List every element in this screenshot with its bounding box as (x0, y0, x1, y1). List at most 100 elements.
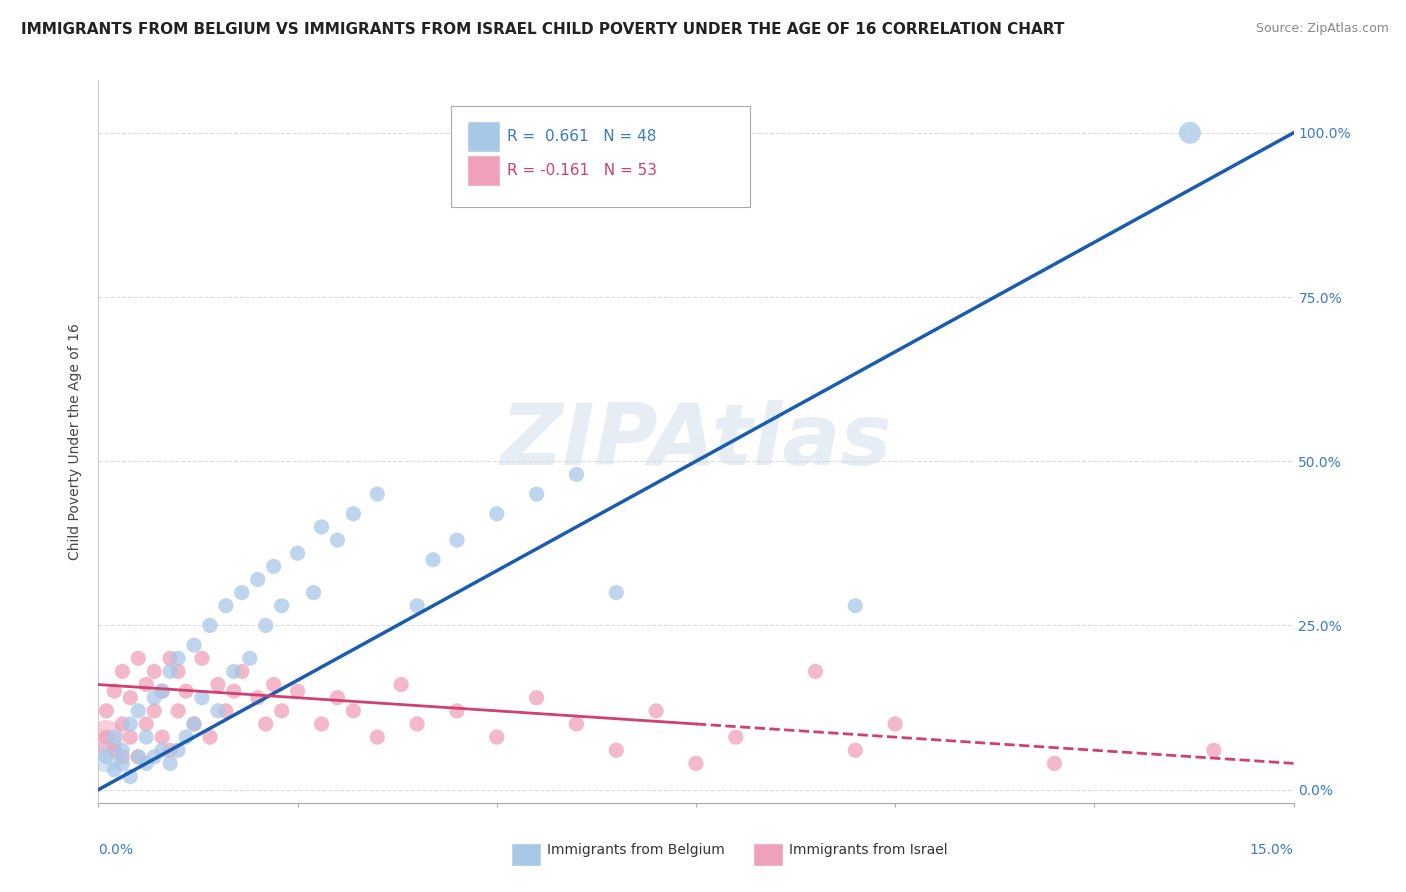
Point (135, 730, 157, 744)
Point (605, 585, 627, 599)
Point (120, 717, 142, 731)
Point (645, 704, 668, 718)
Text: Immigrants from Israel: Immigrants from Israel (789, 843, 948, 856)
Point (389, 677, 412, 691)
Point (103, 763, 125, 777)
Point (111, 756, 134, 771)
Point (302, 585, 325, 599)
Point (159, 665, 181, 679)
Point (215, 599, 238, 613)
Point (96, 749, 118, 764)
Y-axis label: Child Poverty Under the Age of 16: Child Poverty Under the Age of 16 (69, 323, 83, 560)
Point (174, 730, 197, 744)
Point (215, 704, 238, 718)
Point (127, 704, 149, 718)
Point (127, 749, 149, 764)
Point (270, 599, 292, 613)
Point (231, 585, 253, 599)
Point (1043, 756, 1066, 771)
Point (326, 533, 349, 547)
Point (844, 599, 866, 613)
Point (246, 573, 269, 587)
Point (150, 743, 173, 757)
Point (191, 690, 214, 705)
Point (565, 717, 588, 731)
Point (135, 717, 157, 731)
Point (254, 717, 277, 731)
Point (183, 638, 205, 652)
Point (207, 677, 229, 691)
Point (263, 677, 285, 691)
Point (326, 690, 349, 705)
Point (270, 704, 292, 718)
Point (159, 651, 181, 665)
Point (422, 553, 444, 567)
Point (254, 618, 277, 632)
Point (143, 749, 166, 764)
Point (167, 743, 190, 757)
Point (198, 730, 221, 744)
Text: 15.0%: 15.0% (1250, 843, 1294, 856)
Point (565, 467, 588, 482)
Text: Immigrants from Belgium: Immigrants from Belgium (547, 843, 724, 856)
Point (207, 704, 229, 718)
Point (120, 730, 142, 744)
Point (342, 507, 364, 521)
Point (174, 684, 197, 698)
Point (526, 487, 548, 501)
Point (446, 533, 468, 547)
Text: IMMIGRANTS FROM BELGIUM VS IMMIGRANTS FROM ISRAEL CHILD POVERTY UNDER THE AGE OF: IMMIGRANTS FROM BELGIUM VS IMMIGRANTS FR… (21, 22, 1064, 37)
Point (311, 520, 333, 534)
Point (150, 684, 173, 698)
Point (183, 717, 205, 731)
Point (198, 618, 221, 632)
Point (287, 684, 309, 698)
Point (135, 756, 157, 771)
Text: R =  0.661   N = 48: R = 0.661 N = 48 (508, 129, 657, 145)
Point (366, 487, 388, 501)
Point (485, 507, 508, 521)
Point (844, 743, 866, 757)
Point (366, 730, 388, 744)
Point (406, 599, 429, 613)
FancyBboxPatch shape (754, 843, 783, 866)
Point (222, 684, 245, 698)
Text: R = -0.161   N = 53: R = -0.161 N = 53 (508, 163, 657, 178)
Point (96, 704, 118, 718)
Point (111, 749, 134, 764)
Point (127, 651, 149, 665)
Point (111, 717, 134, 731)
Point (167, 665, 190, 679)
Point (111, 743, 134, 757)
Point (287, 546, 309, 560)
Point (143, 704, 166, 718)
Point (111, 665, 134, 679)
Text: ZIPAtlas: ZIPAtlas (501, 400, 891, 483)
Point (1178, 126, 1201, 140)
Point (135, 677, 157, 691)
Point (159, 756, 181, 771)
Point (103, 684, 125, 698)
Point (724, 730, 747, 744)
FancyBboxPatch shape (451, 105, 749, 207)
FancyBboxPatch shape (467, 155, 501, 186)
Point (246, 690, 269, 705)
Point (804, 665, 827, 679)
Point (231, 665, 253, 679)
Point (526, 690, 548, 705)
Point (222, 665, 245, 679)
Point (96, 730, 118, 744)
Point (120, 770, 142, 784)
Point (96, 730, 118, 744)
Point (884, 717, 907, 731)
Point (406, 717, 429, 731)
Point (485, 730, 508, 744)
Text: Source: ZipAtlas.com: Source: ZipAtlas.com (1256, 22, 1389, 36)
Point (167, 704, 190, 718)
Point (342, 704, 364, 718)
Point (605, 743, 627, 757)
Point (191, 651, 214, 665)
Point (263, 559, 285, 574)
Point (143, 690, 166, 705)
Text: 0.0%: 0.0% (98, 843, 134, 856)
